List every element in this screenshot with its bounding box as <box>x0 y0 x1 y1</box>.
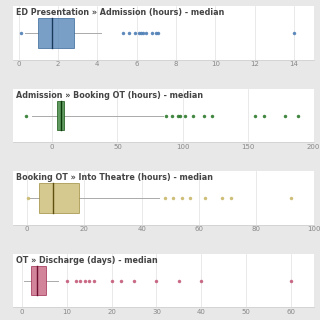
Text: Booking OT » Into Theatre (hours) - median: Booking OT » Into Theatre (hours) - medi… <box>16 173 213 182</box>
Bar <box>31 266 46 295</box>
Text: Admission » Booking OT (hours) - median: Admission » Booking OT (hours) - median <box>16 91 203 100</box>
Bar <box>57 101 64 130</box>
Bar <box>38 18 74 48</box>
Bar <box>39 183 79 213</box>
Text: OT » Discharge (days) - median: OT » Discharge (days) - median <box>16 256 157 265</box>
Text: ED Presentation » Admission (hours) - median: ED Presentation » Admission (hours) - me… <box>16 8 224 17</box>
